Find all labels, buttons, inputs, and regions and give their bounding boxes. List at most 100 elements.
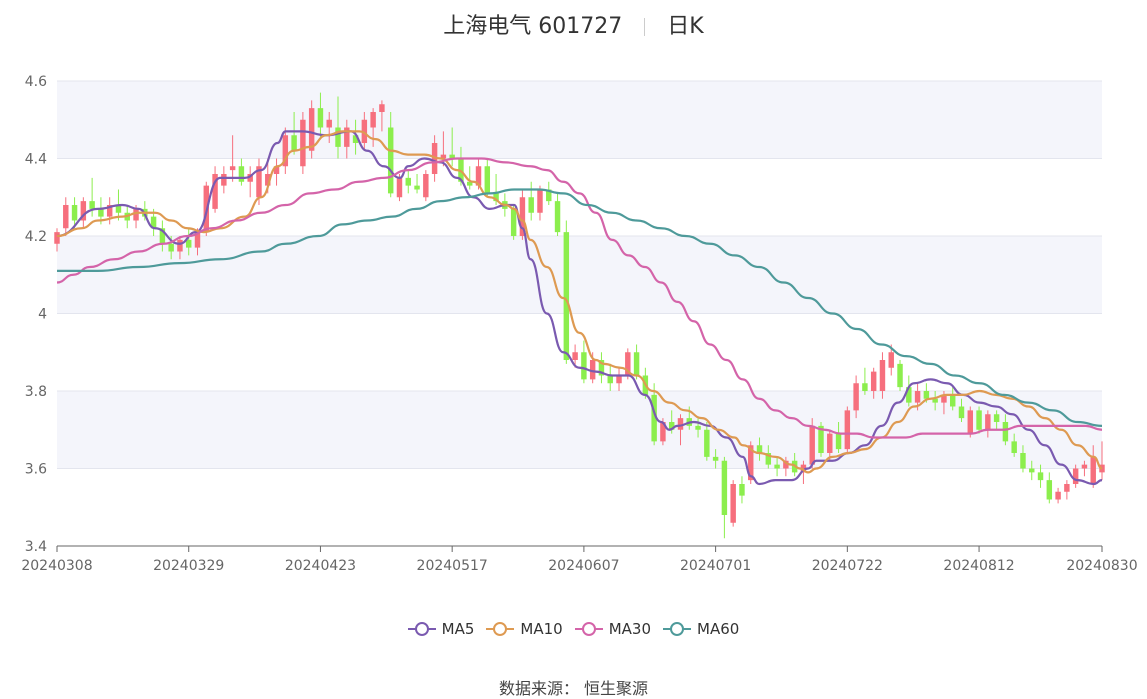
candle-body[interactable] xyxy=(598,360,605,376)
candle-body[interactable] xyxy=(906,387,912,403)
candle-body[interactable] xyxy=(1064,484,1070,492)
candle-body[interactable] xyxy=(475,166,482,186)
candle-body[interactable] xyxy=(352,135,359,143)
candle-body[interactable] xyxy=(1029,468,1035,473)
ma-line-ma60[interactable] xyxy=(56,188,1103,427)
candle-body[interactable] xyxy=(440,154,447,159)
candle-body[interactable] xyxy=(625,352,631,376)
candle-body[interactable] xyxy=(668,422,675,430)
candle-body[interactable] xyxy=(150,216,157,229)
candle-body[interactable] xyxy=(949,394,956,407)
candle-body[interactable] xyxy=(396,177,403,198)
candle-body[interactable] xyxy=(537,189,543,213)
candle-body[interactable] xyxy=(510,208,517,236)
candle-body[interactable] xyxy=(888,352,894,368)
candle-body[interactable] xyxy=(783,460,789,469)
candle-body[interactable] xyxy=(616,375,622,384)
candle-body[interactable] xyxy=(923,391,930,399)
candle-body[interactable] xyxy=(458,158,464,182)
candle-body[interactable] xyxy=(730,484,736,523)
candle-body[interactable] xyxy=(1046,480,1053,500)
candle-body[interactable] xyxy=(212,174,218,209)
candle-body[interactable] xyxy=(221,174,227,186)
ma-line-ma30[interactable] xyxy=(56,157,1103,439)
legend-item-ma60[interactable]: MA60 xyxy=(663,620,739,638)
candle-body[interactable] xyxy=(63,205,69,229)
candle-body[interactable] xyxy=(835,433,842,450)
candle-body[interactable] xyxy=(265,174,271,186)
candle-body[interactable] xyxy=(809,425,815,465)
candle-body[interactable] xyxy=(870,371,877,391)
candle-body[interactable] xyxy=(229,166,236,171)
candle-body[interactable] xyxy=(853,383,859,411)
candle-body[interactable] xyxy=(1037,472,1044,481)
candle-body[interactable] xyxy=(186,239,192,248)
candle-body[interactable] xyxy=(273,166,280,174)
candle-body[interactable] xyxy=(651,394,657,442)
candle-body[interactable] xyxy=(993,414,1000,422)
candle-body[interactable] xyxy=(1090,456,1096,484)
candle-body[interactable] xyxy=(387,127,394,194)
candle-body[interactable] xyxy=(774,464,780,469)
candle-body[interactable] xyxy=(177,239,183,252)
legend-item-ma10[interactable]: MA10 xyxy=(486,620,563,638)
candle-body[interactable] xyxy=(467,181,473,186)
candle-body[interactable] xyxy=(335,127,341,147)
candle-body[interactable] xyxy=(300,119,306,167)
candle-body[interactable] xyxy=(941,394,947,403)
candle-body[interactable] xyxy=(326,119,332,128)
candle-body[interactable] xyxy=(958,406,965,419)
candle-body[interactable] xyxy=(379,104,385,112)
candle-body[interactable] xyxy=(914,391,921,403)
candle-body[interactable] xyxy=(660,422,666,442)
candle-body[interactable] xyxy=(985,414,991,430)
candle-body[interactable] xyxy=(712,456,719,461)
legend-item-ma5[interactable]: MA5 xyxy=(407,620,474,638)
candle-body[interactable] xyxy=(256,166,262,198)
candle-body[interactable] xyxy=(1055,491,1061,500)
ma-line-ma5[interactable] xyxy=(56,130,1103,486)
candle-body[interactable] xyxy=(247,174,253,182)
candle-body[interactable] xyxy=(449,154,455,159)
candle-body[interactable] xyxy=(194,232,201,248)
candle-body[interactable] xyxy=(291,135,297,151)
candle-body[interactable] xyxy=(159,228,166,244)
candle-body[interactable] xyxy=(106,205,113,217)
candle-body[interactable] xyxy=(484,166,491,194)
candle-body[interactable] xyxy=(563,232,570,360)
candle-body[interactable] xyxy=(71,205,78,221)
candle-body[interactable] xyxy=(748,445,754,481)
candle-body[interactable] xyxy=(89,201,95,209)
candle-body[interactable] xyxy=(361,119,368,143)
candle-body[interactable] xyxy=(282,135,289,167)
candle-body[interactable] xyxy=(519,197,526,236)
candle-body[interactable] xyxy=(897,363,903,388)
candle-body[interactable] xyxy=(607,375,613,384)
candle-body[interactable] xyxy=(967,410,973,434)
candle-body[interactable] xyxy=(756,445,763,453)
candle-body[interactable] xyxy=(1002,422,1009,442)
candle-body[interactable] xyxy=(932,398,938,403)
candle-body[interactable] xyxy=(344,127,350,147)
candle-body[interactable] xyxy=(862,383,868,391)
candle-body[interactable] xyxy=(844,410,851,450)
candle-body[interactable] xyxy=(115,205,122,213)
candle-body[interactable] xyxy=(765,453,772,465)
candle-body[interactable] xyxy=(554,201,561,233)
legend-item-ma30[interactable]: MA30 xyxy=(574,620,651,638)
candle-body[interactable] xyxy=(414,185,420,190)
candle-body[interactable] xyxy=(98,208,104,217)
candle-body[interactable] xyxy=(423,174,429,198)
candle-body[interactable] xyxy=(695,425,701,430)
chart-title-period[interactable]: 日K xyxy=(667,14,704,39)
candle-body[interactable] xyxy=(572,352,578,360)
candle-body[interactable] xyxy=(308,108,315,151)
candle-body[interactable] xyxy=(80,201,87,221)
candle-body[interactable] xyxy=(493,193,499,202)
candle-body[interactable] xyxy=(633,352,640,376)
candle-body[interactable] xyxy=(800,464,807,473)
candle-body[interactable] xyxy=(976,410,982,430)
candle-body[interactable] xyxy=(827,433,833,453)
candle-body[interactable] xyxy=(546,189,552,202)
candle-body[interactable] xyxy=(879,360,886,391)
